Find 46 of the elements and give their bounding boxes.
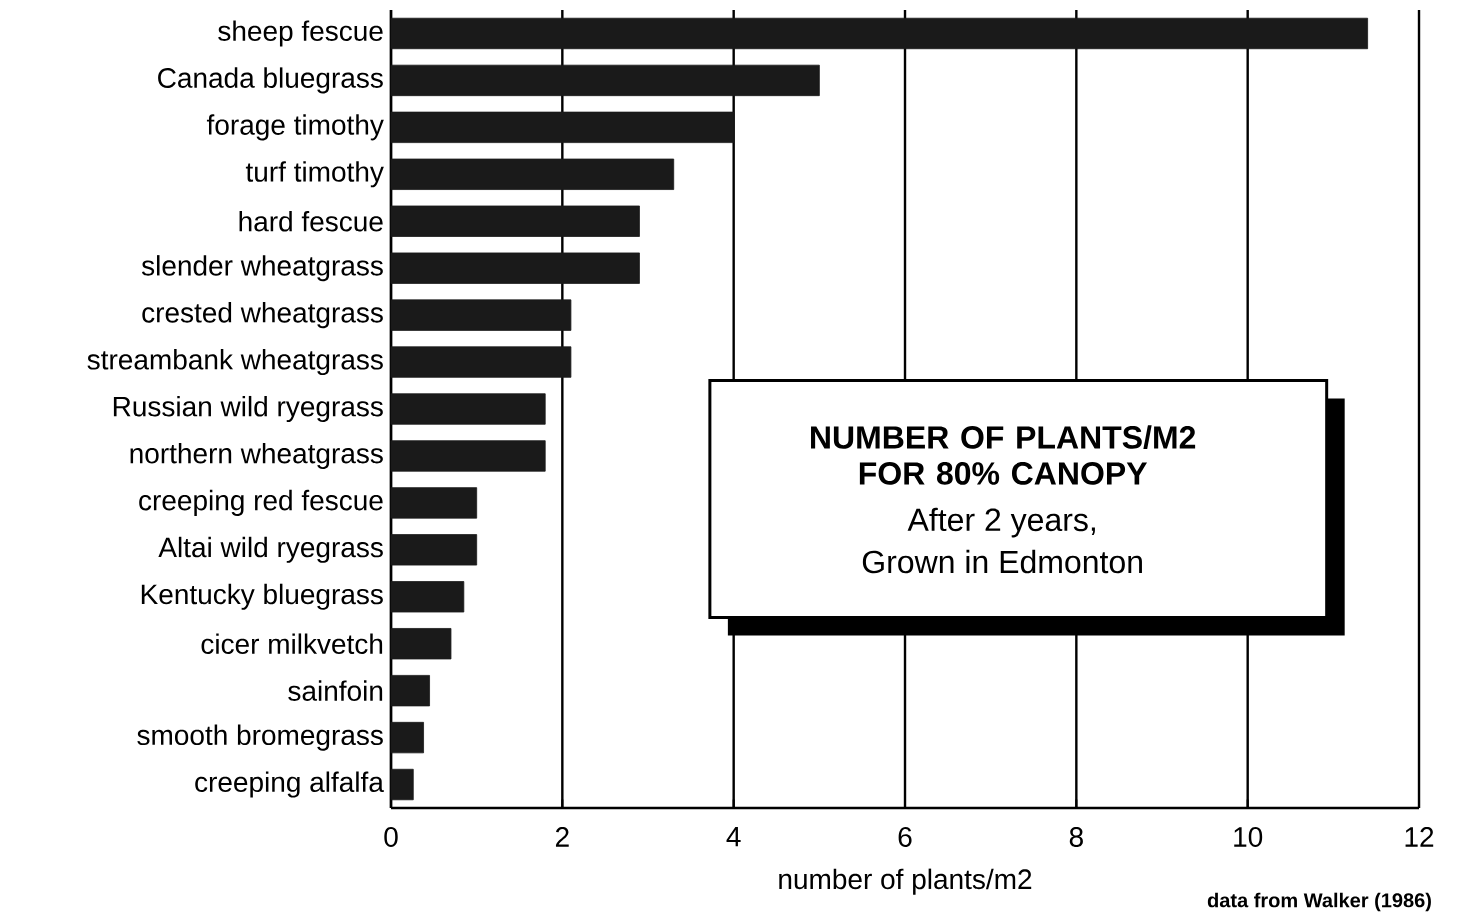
y-tick-label: slender wheatgrass: [141, 255, 383, 282]
x-tick-label: 8: [1069, 827, 1083, 847]
x-tick-label: 2: [555, 827, 569, 847]
y-tick-label: creeping alfalfa: [195, 771, 384, 798]
x-axis-title: number of plants/m2: [779, 868, 1032, 895]
y-tick-label: crested wheatgrass: [142, 302, 383, 329]
bar: [390, 346, 572, 378]
bar: [390, 581, 465, 613]
bar: [390, 393, 546, 425]
y-tick-label: sheep fescue: [218, 20, 383, 47]
y-tick-label: Kentucky bluegrass: [141, 583, 383, 610]
y-tick-label: creeping red fescue: [139, 489, 383, 516]
y-tick-label: northern wheatgrass: [130, 442, 383, 469]
bar: [390, 17, 1369, 50]
y-tick-label: streambank wheatgrass: [87, 349, 383, 376]
bar: [390, 768, 414, 801]
x-tick-label: 6: [898, 827, 912, 847]
bar: [390, 64, 820, 97]
bar: [390, 111, 735, 144]
x-tick-label: 0: [384, 827, 398, 847]
bar: [390, 721, 424, 754]
bar: [390, 252, 640, 284]
y-tick-label: sainfoin: [288, 680, 383, 701]
bar: [390, 299, 572, 331]
bar: [390, 440, 546, 472]
annotation: Grown in Edmonton: [862, 549, 1142, 574]
bar: [390, 487, 478, 519]
y-tick-label: hard fescue: [239, 210, 383, 232]
y-tick-label: turf timothy: [245, 161, 384, 188]
x-tick-label: 12: [1405, 827, 1434, 847]
bar: [390, 205, 640, 237]
y-tick-label: cicer milkvetch: [201, 633, 383, 654]
bar: [390, 534, 478, 566]
x-tick-label: 4: [726, 827, 741, 847]
y-tick-label: Altai wild ryegrass: [158, 536, 383, 563]
text: NUMBER OF PLANTS/M2 FOR 80% CANOPY: [811, 425, 1196, 485]
bar: [390, 675, 430, 707]
y-tick-label: Russian wild ryegrass: [113, 395, 383, 423]
text: data from Walker (1986): [1207, 892, 1431, 912]
y-tick-label: smooth bromegrass: [137, 724, 383, 751]
x-tick-label: 10: [1234, 827, 1263, 847]
y-tick-label: forage timothy: [206, 114, 384, 141]
y-tick-label: Canada bluegrass: [158, 67, 383, 94]
bar: [390, 628, 452, 660]
bar: [390, 158, 675, 190]
annotation: After 2 years,: [907, 507, 1095, 538]
